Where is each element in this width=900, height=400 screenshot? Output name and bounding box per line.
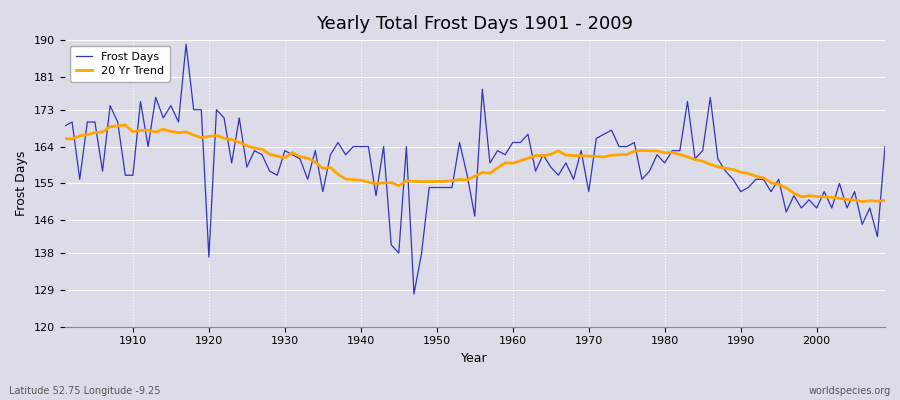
20 Yr Trend [294, 154, 305, 159]
Y-axis label: Frost Days: Frost Days [15, 151, 28, 216]
Legend: Frost Days, 20 Yr Trend: Frost Days, 20 Yr Trend [70, 46, 170, 82]
20 Yr Trend [340, 176, 351, 181]
Title: Yearly Total Frost Days 1901 - 2009: Yearly Total Frost Days 1901 - 2009 [316, 15, 634, 33]
20 Yr Trend [857, 199, 868, 204]
Frost Days [340, 152, 351, 157]
Frost Days [879, 144, 890, 149]
20 Yr Trend [120, 123, 130, 128]
Frost Days [614, 144, 625, 149]
20 Yr Trend [606, 153, 616, 158]
Frost Days [409, 292, 419, 296]
Text: Latitude 52.75 Longitude -9.25: Latitude 52.75 Longitude -9.25 [9, 386, 160, 396]
Line: 20 Yr Trend: 20 Yr Trend [65, 125, 885, 202]
Frost Days [523, 132, 534, 137]
20 Yr Trend [59, 136, 70, 141]
20 Yr Trend [515, 158, 526, 163]
X-axis label: Year: Year [462, 352, 488, 365]
Frost Days [294, 156, 305, 161]
Frost Days [181, 42, 192, 47]
Line: Frost Days: Frost Days [65, 44, 885, 294]
20 Yr Trend [879, 198, 890, 203]
Frost Days [59, 124, 70, 128]
20 Yr Trend [508, 161, 518, 166]
20 Yr Trend [128, 129, 139, 134]
Frost Days [515, 140, 526, 145]
Frost Days [120, 173, 130, 178]
Text: worldspecies.org: worldspecies.org [809, 386, 891, 396]
